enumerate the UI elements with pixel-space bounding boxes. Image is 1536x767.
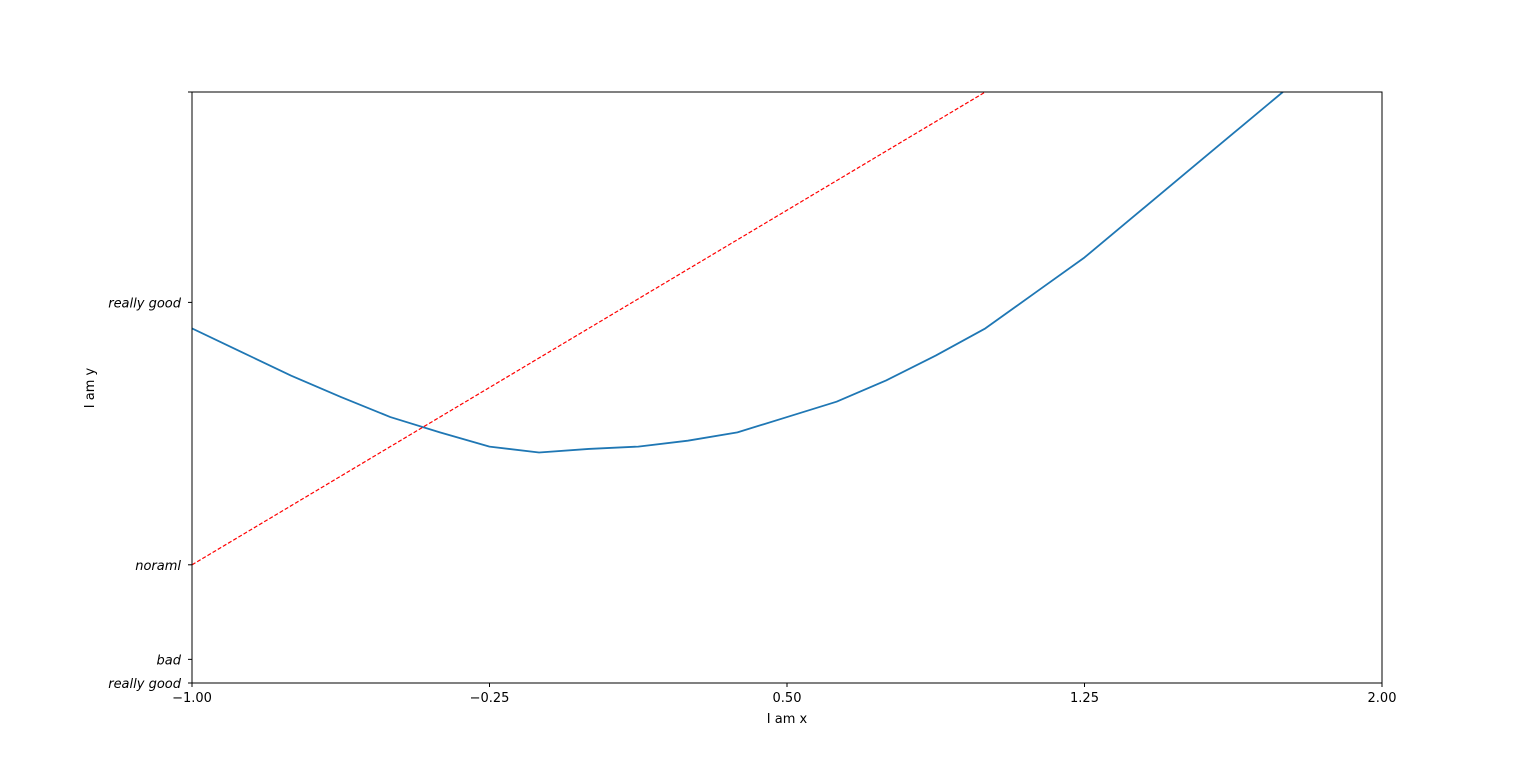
x-tick-label: −1.00 <box>172 691 212 706</box>
series-line-solid <box>192 92 1284 454</box>
x-tick-label: 2.00 <box>1368 691 1397 706</box>
x-tick-label: −0.25 <box>470 691 510 706</box>
x-tick-label: 0.50 <box>773 691 802 706</box>
x-axis: −1.00 −0.25 0.50 1.25 2.00 <box>172 683 1396 706</box>
y-axis-title: I am y <box>83 367 98 408</box>
y-tick-label: really good <box>108 296 182 311</box>
x-axis-title: I am x <box>767 712 808 727</box>
y-tick-label: noraml <box>135 559 181 574</box>
x-tick-label: 1.25 <box>1070 691 1099 706</box>
y-axis: really good bad noraml really good <box>108 91 192 692</box>
series-line-dashed <box>192 92 986 566</box>
plot-area <box>192 92 1284 566</box>
y-tick-label: bad <box>157 653 182 668</box>
y-tick-label: really good <box>108 677 182 692</box>
